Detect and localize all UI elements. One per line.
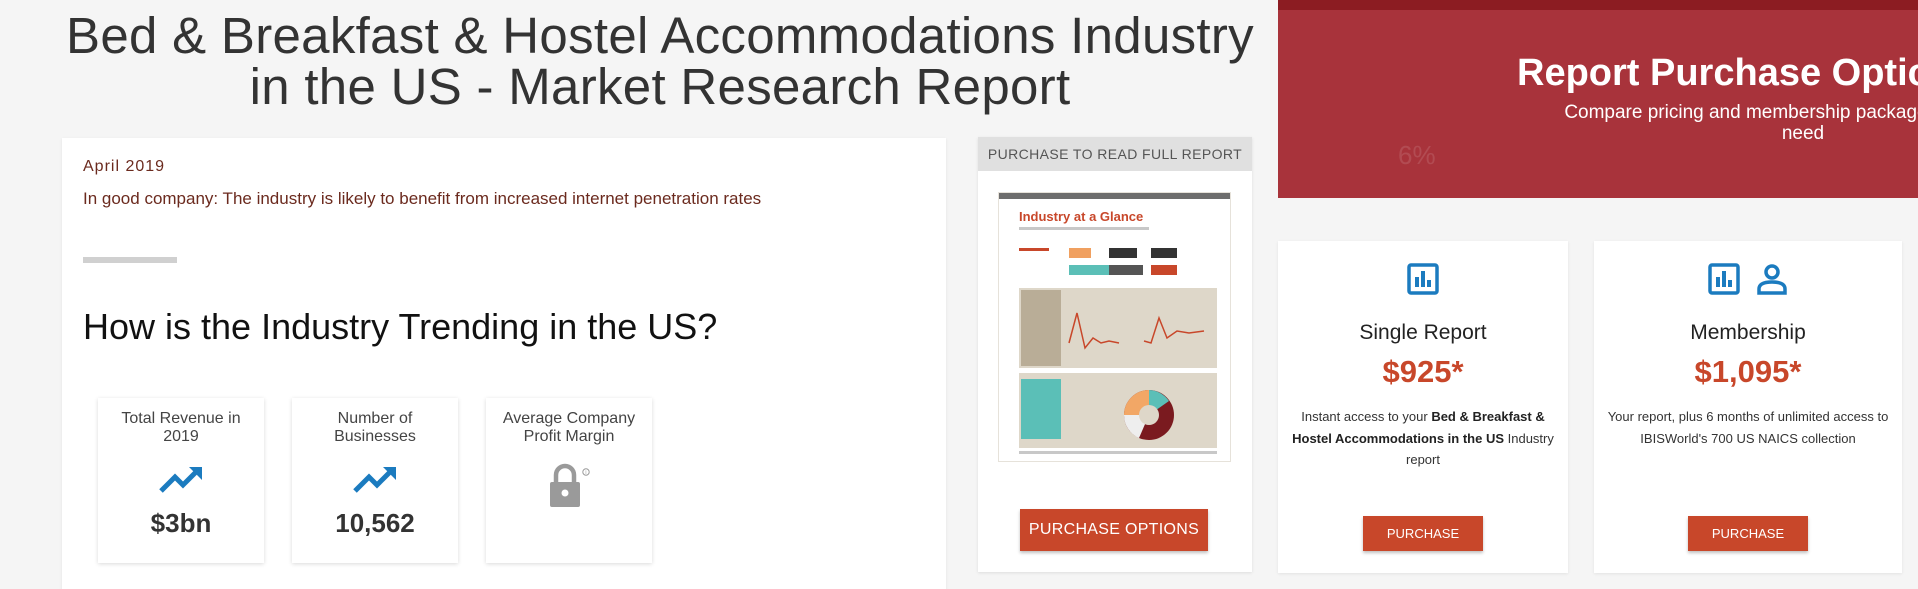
divider [83, 257, 177, 263]
membership-icons [1594, 255, 1902, 303]
hero-subtitle-line2: need [1781, 123, 1825, 144]
hero-subtitle-line1: Compare pricing and membership packages … [1564, 102, 1918, 123]
membership-purchase-button[interactable]: PURCHASE [1688, 516, 1808, 551]
hero-top-strip [1278, 0, 1918, 10]
single-report-card: Single Report $925* Instant access to yo… [1278, 241, 1568, 573]
page-title-line2: in the US - Market Research Report [249, 58, 1071, 115]
report-chart-icon [1407, 263, 1439, 295]
membership-name: Membership [1690, 321, 1806, 344]
purchase-options-button[interactable]: PURCHASE OPTIONS [1020, 509, 1208, 551]
page-title-line1: Bed & Breakfast & Hostel Accommodations … [66, 7, 1254, 64]
stat-card-profit-margin: Average Company Profit Margin i [486, 398, 652, 563]
report-snippet: In good company: The industry is likely … [83, 189, 762, 208]
membership-description: Your report, plus 6 months of unlimited … [1607, 409, 1889, 446]
report-preview-image[interactable]: Industry at a Glance [998, 192, 1231, 462]
single-report-description: Instant access to your Bed & Breakfast &… [1292, 409, 1554, 467]
purchase-options-title: Report Purchase Optic [1517, 52, 1918, 94]
stat-label: Number of Businesses [334, 410, 416, 445]
stat-label: Total Revenue in 2019 [121, 410, 241, 445]
stat-card-revenue: Total Revenue in 2019 $3bn [98, 398, 264, 563]
svg-text:i: i [585, 470, 586, 476]
hero-watermark: 6% [1398, 140, 1436, 170]
stat-card-businesses: Number of Businesses 10,562 [292, 398, 458, 563]
single-report-name: Single Report [1359, 321, 1487, 344]
single-report-price: $925* [1382, 354, 1464, 389]
report-preview-panel: PURCHASE TO READ FULL REPORT Industry at… [978, 137, 1252, 572]
preview-doc-title: Industry at a Glance [1019, 209, 1143, 224]
single-report-purchase-button[interactable]: PURCHASE [1363, 516, 1483, 551]
purchase-options-hero: 6% Report Purchase Optic Compare pricing… [1278, 0, 1918, 198]
stat-label: Average Company Profit Margin [502, 410, 636, 445]
membership-card: Membership $1,095* Your report, plus 6 m… [1594, 241, 1902, 573]
stat-value: $3bn [150, 508, 212, 538]
single-report-icons [1278, 255, 1568, 303]
membership-price: $1,095* [1694, 354, 1802, 389]
report-date: April 2019 [83, 158, 166, 175]
purchase-options-subtitle: Compare pricing and membership packages … [1278, 102, 1918, 144]
section-heading: How is the Industry Trending in the US? [83, 306, 718, 347]
lock-icon[interactable]: i [486, 456, 652, 516]
page-title: Bed & Breakfast & Hostel Accommodations … [50, 10, 1270, 112]
preview-header: PURCHASE TO READ FULL REPORT [978, 137, 1252, 171]
stat-value: 10,562 [335, 508, 415, 538]
user-icon [1757, 264, 1787, 295]
trending-up-icon [98, 456, 264, 504]
report-chart-icon [1708, 263, 1740, 295]
trending-up-icon [292, 456, 458, 504]
